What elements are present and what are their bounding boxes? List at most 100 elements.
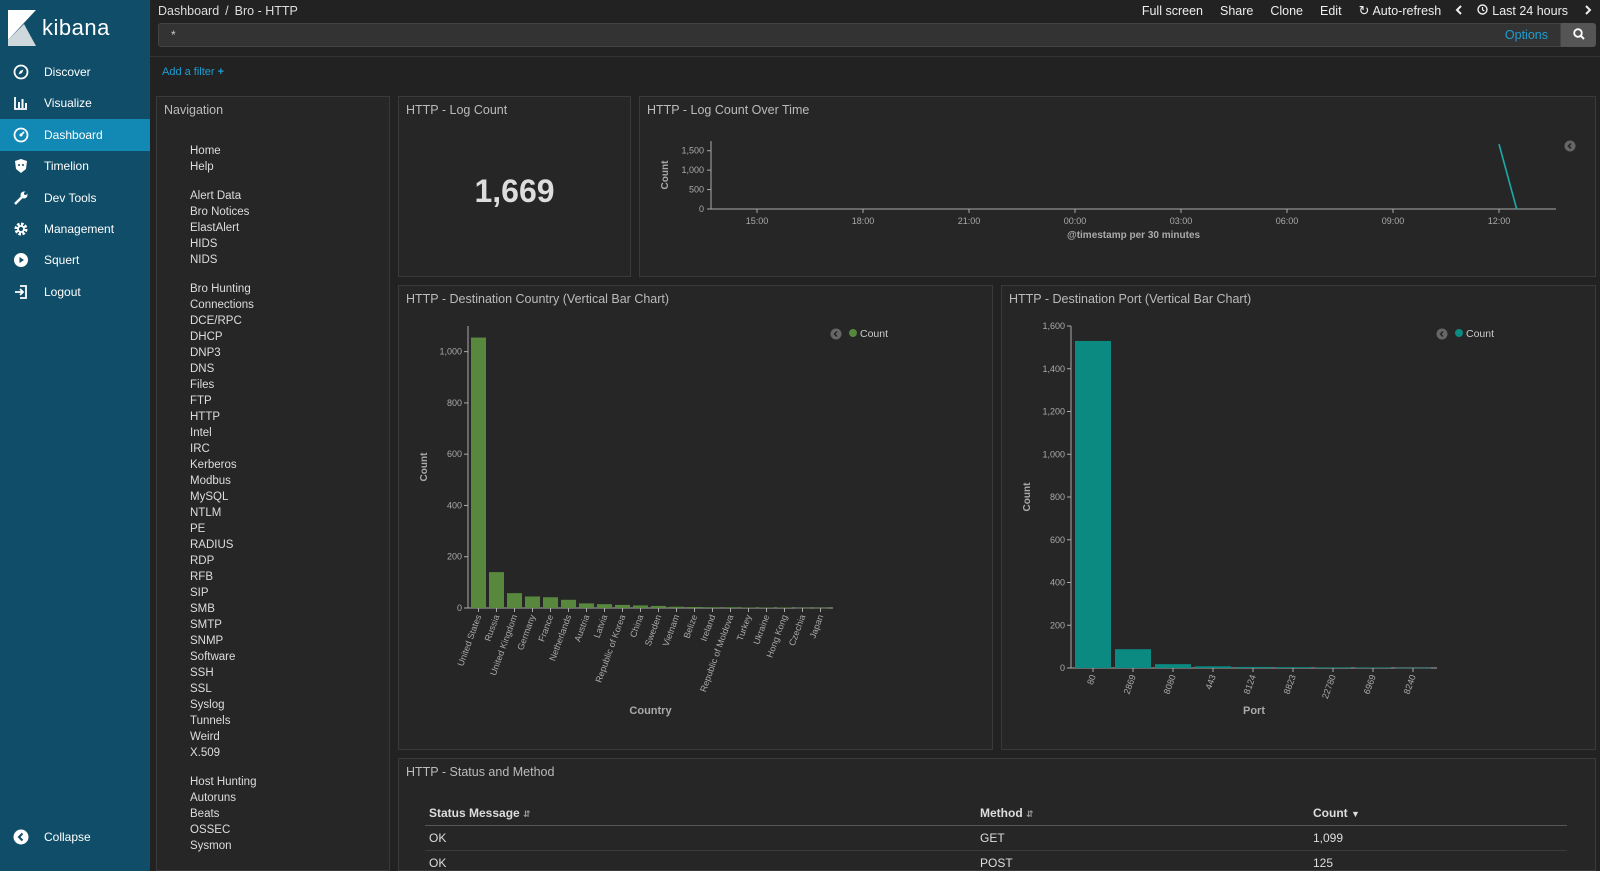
- x-tick-label: Belize: [682, 613, 700, 639]
- y-tick-label: 200: [447, 552, 462, 562]
- sidebar-item-dashboard[interactable]: Dashboard: [0, 118, 150, 151]
- bar: [507, 593, 522, 608]
- nav-link[interactable]: RFB: [190, 571, 213, 583]
- sidebar-item-management[interactable]: Management: [0, 213, 150, 245]
- nav-link[interactable]: Help: [190, 161, 214, 173]
- nav-link[interactable]: SSL: [190, 683, 212, 695]
- add-filter-button[interactable]: Add a filter +: [162, 66, 224, 78]
- column-header-status[interactable]: Status Message ⇵: [425, 801, 980, 825]
- sidebar-collapse[interactable]: Collapse: [0, 821, 150, 853]
- x-tick-label: 8240: [1402, 673, 1418, 695]
- y-axis-label: Count: [660, 160, 671, 190]
- y-tick-label: 200: [1050, 620, 1065, 630]
- navigation-panel: Navigation Home Help Alert Data Bro Notices…: [156, 96, 390, 871]
- nav-link[interactable]: DNS: [190, 363, 215, 375]
- table-cell: GET: [980, 830, 1005, 845]
- nav-link[interactable]: Autoruns: [190, 792, 237, 804]
- sidebar-item-logout[interactable]: Logout: [0, 276, 150, 308]
- sidebar-item-visualize[interactable]: Visualize: [0, 87, 150, 119]
- breadcrumb-root[interactable]: Dashboard: [158, 4, 220, 18]
- nav-link[interactable]: Alert Data: [190, 190, 242, 202]
- nav-link[interactable]: SNMP: [190, 635, 224, 647]
- nav-link[interactable]: RADIUS: [190, 539, 234, 551]
- nav-link[interactable]: Connections: [190, 299, 254, 311]
- nav-link[interactable]: Home: [190, 145, 221, 157]
- bar: [759, 607, 774, 608]
- nav-link[interactable]: Files: [190, 379, 215, 391]
- breadcrumb-separator: /: [225, 4, 229, 18]
- fullscreen-button[interactable]: Full screen: [1141, 4, 1203, 18]
- column-header-method[interactable]: Method ⇵: [980, 801, 1313, 825]
- legend-label: Count: [1466, 328, 1494, 340]
- chevron-left-icon: [1455, 4, 1463, 18]
- nav-link[interactable]: DCE/RPC: [190, 315, 242, 327]
- table-cell: 1,099: [1313, 830, 1344, 845]
- x-tick-label: 80: [1085, 673, 1098, 686]
- kibana-logo[interactable]: kibana: [8, 8, 110, 48]
- time-picker-button[interactable]: Last 24 hours: [1477, 4, 1568, 18]
- share-button[interactable]: Share: [1219, 4, 1254, 18]
- nav-link[interactable]: Weird: [190, 731, 220, 743]
- nav-link[interactable]: NIDS: [190, 254, 218, 266]
- auto-refresh-button[interactable]: ↻ Auto-refresh: [1359, 3, 1442, 19]
- nav-link[interactable]: Tunnels: [190, 715, 231, 727]
- time-back-button[interactable]: [1455, 4, 1463, 18]
- sidebar-item-timelion[interactable]: Timelion: [0, 150, 150, 182]
- nav-link[interactable]: OSSEC: [190, 824, 231, 836]
- nav-link[interactable]: Syslog: [190, 699, 225, 711]
- time-forward-button[interactable]: [1584, 4, 1592, 18]
- nav-link[interactable]: Beats: [190, 808, 220, 820]
- x-tick-label: France: [536, 613, 555, 643]
- nav-link[interactable]: NTLM: [190, 507, 222, 519]
- nav-link[interactable]: Sysmon: [190, 840, 232, 852]
- bar: [705, 607, 720, 608]
- nav-link[interactable]: DNP3: [190, 347, 221, 359]
- nav-link[interactable]: Bro Notices: [190, 206, 250, 218]
- nav-link[interactable]: SSH: [190, 667, 214, 679]
- nav-link[interactable]: Software: [190, 651, 236, 663]
- clone-button[interactable]: Clone: [1270, 4, 1304, 18]
- nav-link[interactable]: Intel: [190, 427, 212, 439]
- x-tick-label: Austria: [572, 613, 591, 643]
- nav-link[interactable]: ElastAlert: [190, 222, 240, 234]
- nav-link[interactable]: Bro Hunting: [190, 283, 251, 295]
- nav-link[interactable]: FTP: [190, 395, 212, 407]
- column-header-count[interactable]: Count ▼: [1313, 801, 1567, 825]
- search-button[interactable]: [1561, 23, 1596, 47]
- x-tick-label: 22780: [1320, 673, 1338, 700]
- nav-link[interactable]: Modbus: [190, 475, 231, 487]
- nav-link[interactable]: SMTP: [190, 619, 222, 631]
- nav-link[interactable]: X.509: [190, 747, 221, 759]
- bar: [543, 597, 558, 608]
- nav-link[interactable]: HIDS: [190, 238, 218, 250]
- edit-button[interactable]: Edit: [1320, 4, 1342, 18]
- nav-link[interactable]: Host Hunting: [190, 776, 257, 788]
- search-input[interactable]: * Options: [158, 23, 1561, 47]
- nav-link[interactable]: SMB: [190, 603, 215, 615]
- sidebar-item-discover[interactable]: Discover: [0, 56, 150, 88]
- nav-link[interactable]: RDP: [190, 555, 215, 567]
- legend-toggle-button[interactable]: [1564, 140, 1576, 155]
- series-line: [1498, 143, 1518, 210]
- navigation-links: Home Help Alert Data Bro Notices ElastAlert H…: [190, 143, 256, 867]
- nav-link[interactable]: Kerberos: [190, 459, 237, 471]
- nav-link[interactable]: MySQL: [190, 491, 229, 503]
- nav-link[interactable]: IRC: [190, 443, 210, 455]
- legend-swatch: [1455, 329, 1463, 337]
- sidebar-item-squert[interactable]: Squert: [0, 244, 150, 276]
- y-axis: [1070, 326, 1437, 669]
- sidebar-item-label: Discover: [44, 65, 91, 79]
- top-menu: Full screen Share Clone Edit ↻ Auto-refre…: [1125, 0, 1592, 22]
- destination-country-panel: HTTP - Destination Country (Vertical Bar…: [398, 285, 993, 750]
- options-button[interactable]: Options: [1504, 28, 1548, 42]
- panel-title: HTTP - Log Count Over Time: [647, 103, 810, 117]
- nav-link[interactable]: DHCP: [190, 331, 223, 343]
- nav-link[interactable]: HTTP: [190, 411, 221, 423]
- nav-group: Alert Data Bro Notices ElastAlert HIDS NIDS: [190, 188, 256, 268]
- nav-link[interactable]: SIP: [190, 587, 209, 599]
- bar: [597, 604, 612, 608]
- nav-link[interactable]: PE: [190, 523, 206, 535]
- sidebar-item-dev-tools[interactable]: Dev Tools: [0, 182, 150, 214]
- brand-name: kibana: [42, 15, 110, 40]
